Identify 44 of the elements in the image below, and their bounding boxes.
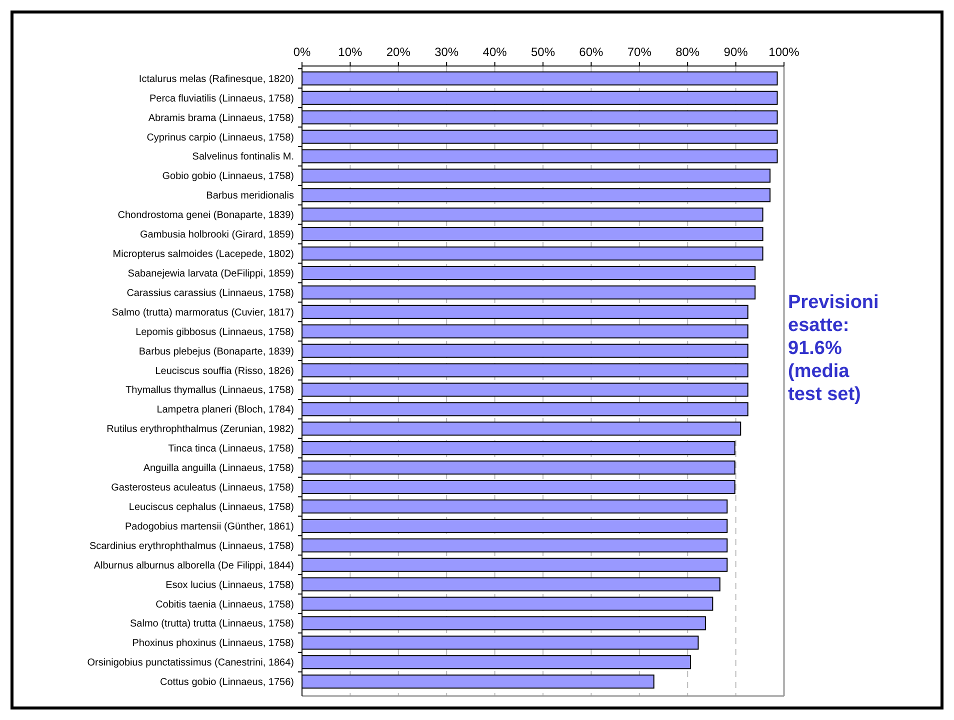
y-tick-label: Orsinigobius punctatissimus (Canestrini, 1864) (87, 658, 294, 669)
y-tick-label: Salmo (trutta) marmoratus (Cuvier, 1817) (112, 307, 294, 318)
y-tick-label: Salvelinus fontinalis M. (192, 152, 294, 163)
y-tick-label: Chondrostoma genei (Bonaparte, 1839) (118, 210, 294, 222)
y-tick-label: Lepomis gibbosus (Linnaeus, 1758) (136, 326, 294, 338)
y-tick-label: Gobio gobio (Linnaeus, 1758) (162, 171, 294, 182)
y-tick-label: Sabanejewia larvata (DeFilippi, 1859) (128, 268, 294, 280)
text: Previsioni esatte: 91.6% (media test set) (788, 292, 879, 405)
y-tick-label: Gasterosteus aculeatus (Linnaeus, 1758) (111, 482, 294, 494)
x-tick-label: 80% (676, 45, 700, 59)
y-tick-label: Cyprinus carpio (Linnaeus, 1758) (146, 132, 294, 144)
x-tick-label: 50% (530, 45, 556, 59)
y-tick-label: Carassius carassius (Linnaeus, 1758) (126, 288, 294, 299)
y-tick-label: Scardinius erythrophthalmus (Linnaeus, 1758) (89, 540, 294, 552)
x-tick-label: 90% (724, 45, 748, 59)
y-tick-label: Phoxinus phoxinus (Linnaeus, 1758) (132, 638, 294, 650)
y-tick-label: Esox lucius (Linnaeus, 1758) (166, 580, 294, 591)
x-tick-label: 40% (482, 45, 508, 59)
x-tick-label: 60% (579, 45, 604, 59)
y-tick-label: Ictalurus melas (Rafinesque, 1820) (138, 74, 294, 85)
y-tick-label: Rutilus erythrophthalmus (Zerunian, 1982) (106, 424, 294, 436)
y-tick-label: Cobitis taenia (Linnaeus, 1758) (156, 599, 294, 610)
x-tick-label: 10% (338, 45, 363, 59)
y-tick-label: Salmo (trutta) trutta (Linnaeus, 1758) (130, 618, 294, 630)
y-tick-label: Micropterus salmoides (Lacepede, 1802) (112, 249, 294, 260)
y-tick-label: Lampetra planeri (Bloch, 1784) (156, 404, 294, 416)
x-tick-label: 100% (768, 45, 800, 59)
x-tick-label: 0% (293, 45, 311, 59)
y-tick-label: Gambusia holbrooki (Girard, 1859) (140, 230, 294, 241)
y-tick-label: Thymallus thymallus (Linnaeus, 1758) (126, 385, 294, 396)
y-tick-label: Cottus gobio (Linnaeus, 1756) (160, 677, 294, 688)
y-tick-label: Alburnus alburnus alborella (De Filippi, 1844) (94, 560, 294, 572)
y-tick-label: Padogobius martensii (Günther, 1861) (125, 521, 294, 532)
y-tick-label: Barbus plebejus (Bonaparte, 1839) (138, 346, 294, 358)
y-tick-label: Leuciscus souffia (Risso, 1826) (155, 366, 294, 377)
y-tick-label: Anguilla anguilla (Linnaeus, 1758) (143, 463, 294, 474)
x-tick-label: 70% (627, 45, 652, 59)
y-tick-label: Abramis brama (Linnaeus, 1758) (148, 112, 294, 124)
y-tick-label: Tinca tinca (Linnaeus, 1758) (168, 444, 294, 455)
y-tick-label: Leuciscus cephalus (Linnaeus, 1758) (128, 502, 294, 513)
y-tick-label: Perca fluviatilis (Linnaeus, 1758) (149, 93, 294, 104)
x-tick-label: 30% (434, 45, 459, 59)
x-tick-label: 20% (386, 45, 411, 59)
y-tick-label: Barbus meridionalis (206, 190, 294, 202)
